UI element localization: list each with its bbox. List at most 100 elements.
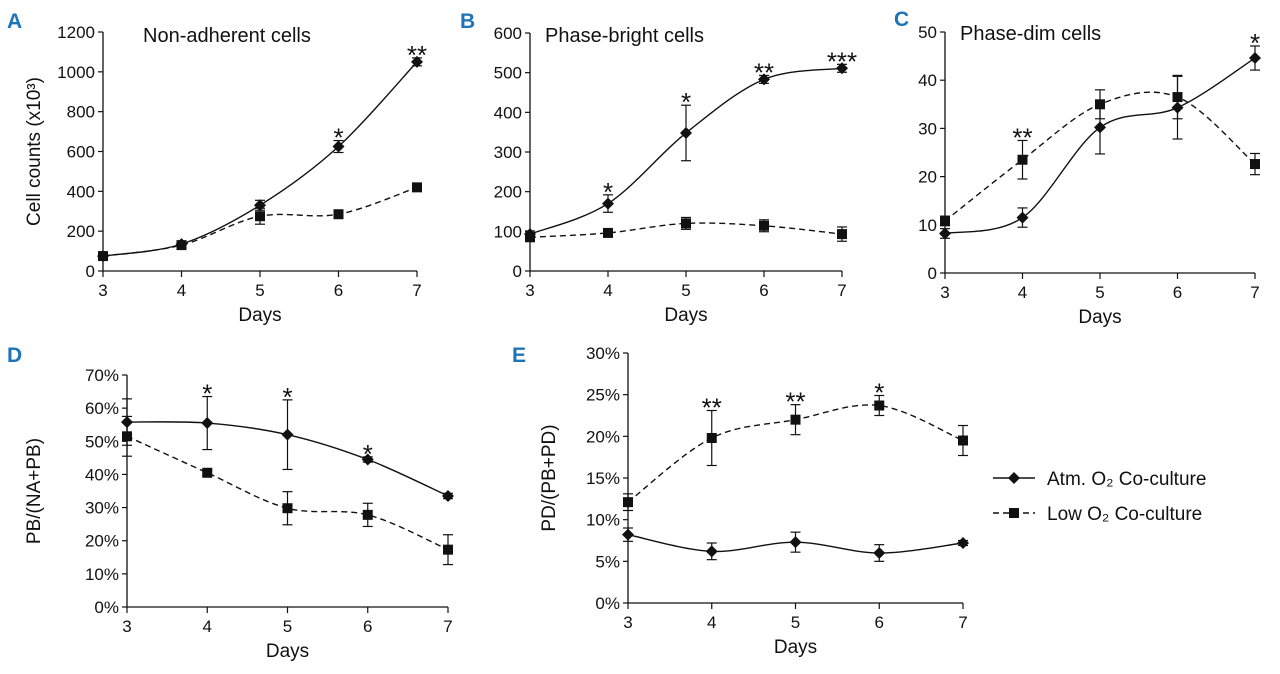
legend: Atm. O₂ Co-culture Low O₂ Co-culture [993,469,1206,525]
y-tick-label: 30 [918,119,937,138]
y-tick-label: 0 [928,264,937,283]
panel-d: D 0% 10% 20% 30% 40% 50% 60% 70% 3 4 5 6 7 Days PB/(NA+… [7,344,454,662]
x-axis-label: Days [774,637,817,658]
x-tick-label: 5 [1095,283,1104,302]
y-tick-label: 40 [918,71,937,90]
y-tick-label: 5% [595,552,620,571]
y-tick-label: 0% [94,598,119,617]
data-point-square [940,215,950,226]
x-axis-label: Days [238,305,281,326]
significance-marker: ** [785,387,805,417]
series-line [126,435,449,551]
y-tick-label: 500 [494,64,522,83]
y-tick-label: 10 [918,216,937,235]
data-point-square [790,414,801,425]
y-tick-label: 20 [918,168,937,187]
data-point-square [443,544,453,555]
x-tick-label: 5 [255,281,264,300]
x-tick-label: 7 [837,281,846,300]
data-point-diamond [1094,121,1106,134]
y-tick-label: 50% [85,432,119,451]
panel-label-d: D [7,344,22,367]
x-tick-label: 5 [283,617,292,636]
y-tick-label: 300 [494,143,522,162]
x-tick-label: 7 [958,613,967,632]
y-tick-label: 600 [67,143,95,162]
data-point-square [759,220,769,231]
x-tick-label: 4 [707,613,716,632]
y-tick-label: 20% [586,427,620,446]
legend-low-square-marker [1009,508,1019,518]
series-atm [939,45,1261,240]
x-tick-label: 6 [334,281,343,300]
data-point-square [282,503,293,514]
x-tick-label: 6 [875,613,884,632]
significance-marker: * [333,123,343,153]
x-axis-label: Days [664,305,707,326]
data-point-diamond [789,536,802,549]
x-tick-label: 7 [1250,283,1259,302]
data-point-square [255,211,265,222]
series-low [98,182,422,262]
data-point-diamond [1016,211,1029,224]
y-axis-label: PB/(NA+PB) [24,438,45,544]
y-tick-label: 10% [586,511,620,530]
x-tick-label: 7 [443,617,452,636]
y-tick-label: 200 [494,183,522,202]
data-point-square [122,431,132,442]
data-point-diamond [836,62,848,75]
x-tick-label: 3 [940,283,949,302]
y-tick-label: 1200 [57,23,95,42]
y-tick-label: 400 [67,182,95,201]
significance-marker: * [282,382,292,412]
y-tick-label: 1000 [57,63,95,82]
y-tick-label: 800 [67,103,95,122]
y-tick-label: 10% [85,565,119,584]
data-point-diamond [361,453,374,466]
significance-marker: ** [1012,122,1032,152]
y-tick-label: 200 [67,222,95,241]
series-atm [622,527,969,562]
panel-e: E 0% 5% 10% 15% 20% 25% 30% 3 4 5 6 7 Days PD/(PB+PD) *… [512,344,969,658]
x-tick-label: 5 [791,613,800,632]
x-tick-label: 3 [525,281,534,300]
x-tick-label: 7 [412,281,421,300]
y-tick-label: 400 [494,103,522,122]
legend-atm-diamond-marker [1008,472,1020,484]
panel-label-b: B [460,10,475,33]
y-tick-label: 15% [586,469,620,488]
data-point-square [412,182,422,193]
data-point-square [603,227,613,238]
series-line [102,61,418,257]
x-axis-label: Days [1078,307,1121,328]
legend-atm-label: Atm. O₂ Co-culture [1047,469,1206,490]
data-point-square [98,251,108,262]
x-axis-label: Days [266,641,309,662]
chart-title: Phase-dim cells [960,23,1101,45]
panel-label-a: A [7,10,22,33]
data-point-square [1017,154,1028,165]
data-point-square [333,209,344,220]
data-point-square [1250,159,1260,170]
legend-low-label: Low O₂ Co-culture [1047,504,1202,525]
data-point-diamond [602,197,614,210]
data-point-diamond [873,547,886,559]
data-point-diamond [411,55,423,68]
panel-a: A Non-adherent cells 0 200 400 600 800 1000 1200… [7,10,427,326]
y-tick-label: 40% [85,465,119,484]
data-point-diamond [281,428,294,441]
significance-marker: * [1250,28,1260,58]
y-axis-label: Cell counts (x10³) [24,77,45,226]
series-low [525,216,847,243]
data-point-square [837,229,847,240]
data-point-square [362,509,373,520]
x-tick-label: 4 [603,281,612,300]
x-tick-label: 3 [623,613,632,632]
data-point-square [706,433,717,443]
y-tick-label: 0 [86,262,95,281]
data-point-diamond [939,227,951,240]
chart-title: Non-adherent cells [143,25,311,47]
significance-marker: ** [407,40,427,70]
